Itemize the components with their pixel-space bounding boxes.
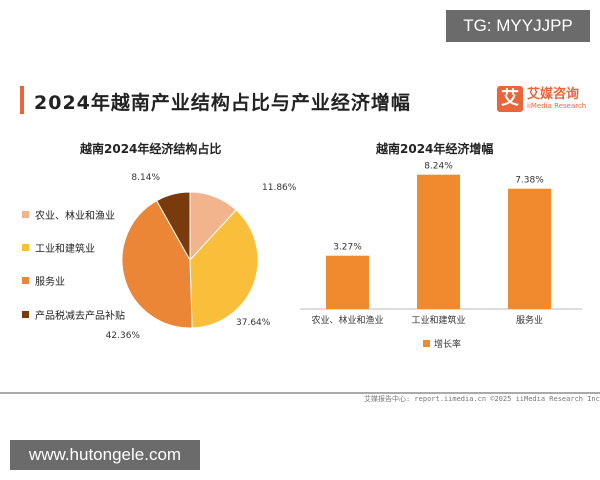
bar xyxy=(417,174,460,309)
legend-label: 农业、林业和渔业 xyxy=(35,211,115,222)
legend-label: 产品税减去产品补贴 xyxy=(35,311,125,322)
title-accent-bar xyxy=(20,86,24,114)
pie-legend-item: 产品税减去产品补贴 xyxy=(22,307,125,322)
pie-title: 越南2024年经济结构占比 xyxy=(80,142,222,156)
watermark-top: TG: MYYJJPP xyxy=(446,10,590,42)
pie-slice xyxy=(121,200,193,329)
bar-legend-label: 增长率 xyxy=(434,338,461,350)
legend-swatch xyxy=(423,340,430,347)
pie-legend-item: 服务业 xyxy=(22,273,65,288)
pie-slice xyxy=(189,209,259,329)
pie-slice xyxy=(156,191,191,262)
pie-data-label: 42.36% xyxy=(106,331,141,341)
x-tick-label: 农业、林业和渔业 xyxy=(311,314,383,326)
pie-legend-item: 农业、林业和渔业 xyxy=(22,207,115,222)
bar-data-label: 7.38% xyxy=(515,176,544,186)
pie-data-label: 37.64% xyxy=(236,318,271,328)
logo-en: iiMedia Research xyxy=(527,102,587,110)
x-tick-label: 工业和建筑业 xyxy=(411,314,465,326)
bar xyxy=(326,255,369,309)
logo-mark: 艾 xyxy=(497,86,523,112)
legend-swatch xyxy=(22,211,29,218)
logo: 艾 艾媒咨询 iiMedia Research xyxy=(497,86,586,112)
legend-swatch xyxy=(22,244,29,251)
legend-swatch xyxy=(22,277,29,284)
pie-legend-item: 工业和建筑业 xyxy=(22,240,95,255)
logo-cn: 艾媒咨询 xyxy=(527,87,580,102)
bar-data-label: 3.27% xyxy=(333,243,362,253)
legend-label: 工业和建筑业 xyxy=(35,244,95,255)
legend-swatch xyxy=(22,311,29,318)
bar-data-label: 8.24% xyxy=(424,162,453,172)
legend-label: 服务业 xyxy=(35,277,65,288)
footer-divider xyxy=(0,392,600,394)
pie-data-label: 11.86% xyxy=(262,183,297,193)
pie-data-label: 8.14% xyxy=(131,173,160,183)
bar xyxy=(508,188,551,309)
watermark-bottom: www.hutongele.com xyxy=(10,440,200,470)
bar-title: 越南2024年经济增幅 xyxy=(376,142,494,156)
page-title: 2024年越南产业结构占比与产业经济增幅 xyxy=(34,92,411,114)
x-tick-label: 服务业 xyxy=(516,314,543,326)
footer-source: 艾媒报告中心: report.iimedia.cn ©2025 iiMedia … xyxy=(364,395,600,403)
